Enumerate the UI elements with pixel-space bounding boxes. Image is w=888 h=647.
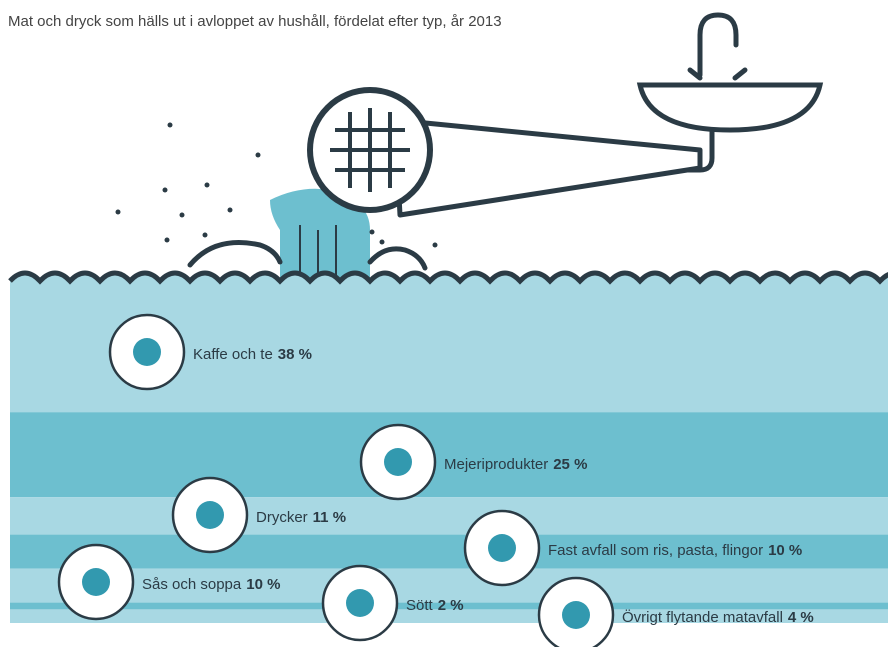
- category-label: Sås och soppa: [142, 576, 242, 593]
- band: [10, 412, 888, 497]
- value-label: 38 %: [278, 346, 312, 363]
- value-label: 25 %: [553, 456, 587, 473]
- value-label: 2 %: [438, 597, 464, 614]
- icon-glyph: [488, 534, 516, 562]
- icon-glyph: [384, 448, 412, 476]
- icon-glyph: [82, 568, 110, 596]
- category-label: Sött: [406, 597, 434, 614]
- category-label: Drycker: [256, 509, 308, 526]
- category-label: Kaffe och te: [193, 346, 273, 363]
- band: [10, 497, 888, 534]
- illustration: [116, 15, 821, 285]
- value-label: 10 %: [768, 542, 802, 559]
- category-label: Övrigt flytande matavfall: [622, 608, 783, 626]
- category-label: Fast avfall som ris, pasta, flingor: [548, 542, 763, 559]
- chart: Mat och dryck som hälls ut i avloppet av…: [0, 0, 888, 647]
- icon-glyph: [562, 601, 590, 629]
- label: Kaffe och te 38 %: [193, 346, 312, 363]
- icon-glyph: [133, 338, 161, 366]
- label: Drycker 11 %: [256, 509, 346, 526]
- label: Mejeriprodukter 25 %: [444, 456, 587, 473]
- value-label: 10 %: [246, 576, 280, 593]
- chart-title: Mat och dryck som hälls ut i avloppet av…: [8, 13, 502, 30]
- icon-glyph: [346, 589, 374, 617]
- value-label: 4 %: [788, 609, 814, 626]
- value-label: 11 %: [313, 509, 346, 526]
- category-label: Mejeriprodukter: [444, 456, 548, 473]
- icon-glyph: [196, 501, 224, 529]
